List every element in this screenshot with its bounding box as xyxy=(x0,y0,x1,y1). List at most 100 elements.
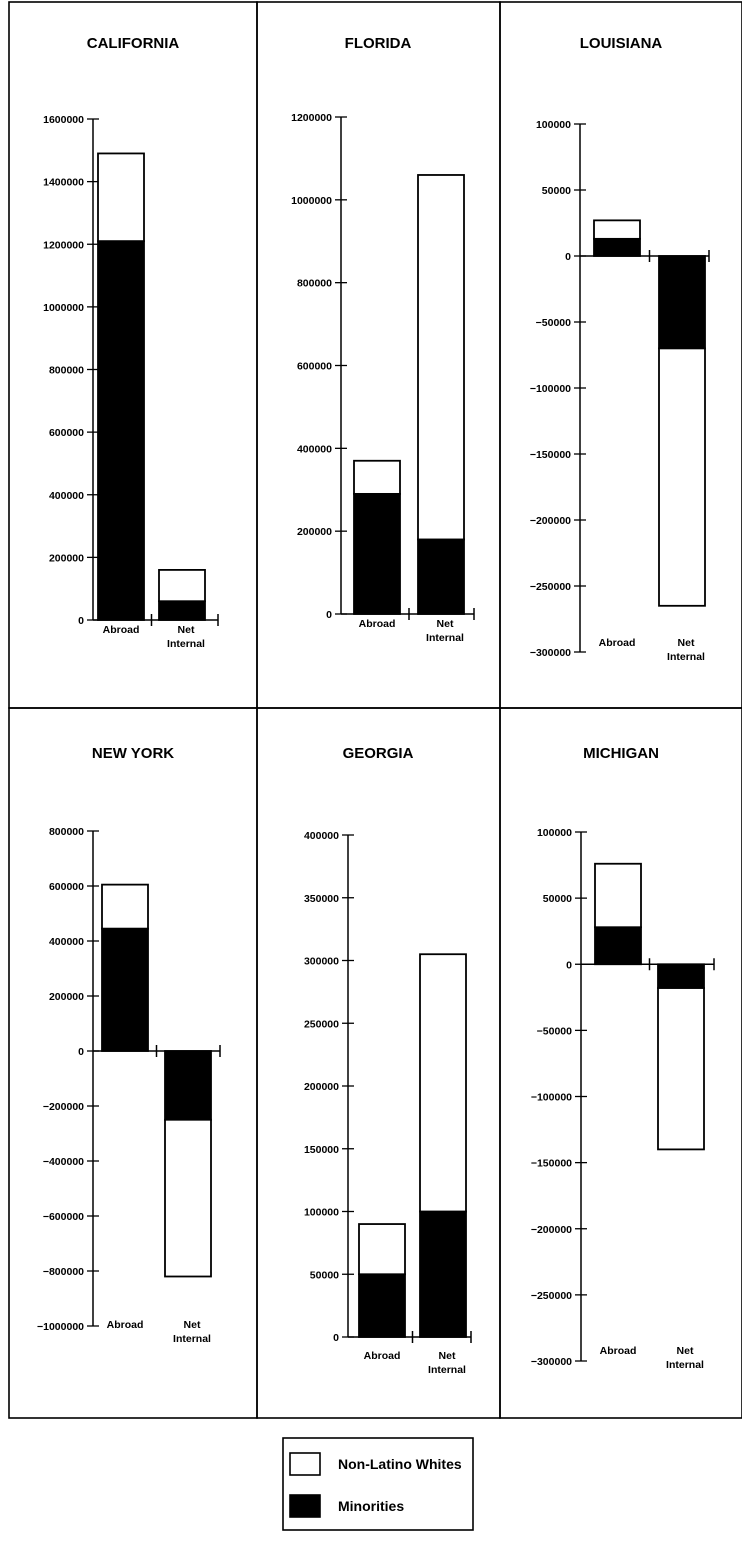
y-tick-label-louisiana: −250000 xyxy=(530,581,571,593)
y-tick-label-louisiana: −150000 xyxy=(530,449,571,461)
panel-frame-michigan xyxy=(499,707,742,1419)
y-tick-label-california: 1000000 xyxy=(43,302,84,314)
category-label-michigan-net-internal: Internal xyxy=(666,1359,704,1371)
y-tick-label-michigan: 50000 xyxy=(543,893,572,905)
bar-georgia-net-internal-minorities xyxy=(419,1210,467,1338)
y-tick-label-florida: 1000000 xyxy=(291,195,332,207)
y-tick-label-new-york: 400000 xyxy=(49,936,84,948)
chart-title-georgia: GEORGIA xyxy=(343,745,414,762)
category-label-georgia-net-internal: Internal xyxy=(428,1364,466,1376)
category-label-new-york-abroad: Abroad xyxy=(107,1319,144,1331)
y-tick-label-florida: 0 xyxy=(326,609,332,621)
category-label-new-york-net-internal: Internal xyxy=(173,1333,211,1345)
bar-louisiana-abroad-minorities xyxy=(593,237,641,257)
bar-georgia-abroad-non-latino-whites xyxy=(358,1223,406,1276)
y-tick-label-georgia: 300000 xyxy=(304,956,339,968)
y-tick-label-georgia: 150000 xyxy=(304,1144,339,1156)
y-tick-label-new-york: −400000 xyxy=(43,1156,84,1168)
category-label-louisiana-net-internal: Net xyxy=(678,637,695,649)
y-tick-label-michigan: 100000 xyxy=(537,827,572,839)
category-label-california-abroad: Abroad xyxy=(103,624,140,636)
bar-california-abroad-non-latino-whites xyxy=(97,152,145,243)
y-tick-label-louisiana: 100000 xyxy=(536,119,571,131)
bar-georgia-net-internal-non-latino-whites xyxy=(419,953,467,1213)
y-tick-label-michigan: −250000 xyxy=(531,1290,572,1302)
category-label-california-net-internal: Internal xyxy=(167,638,205,650)
panel-grid xyxy=(8,1,742,1419)
bar-florida-abroad-non-latino-whites xyxy=(353,459,401,495)
category-label-louisiana-net-internal: Internal xyxy=(667,651,705,663)
y-tick-label-florida: 1200000 xyxy=(291,112,332,124)
bar-louisiana-net-internal-non-latino-whites xyxy=(658,347,706,607)
y-tick-label-louisiana: −300000 xyxy=(530,647,571,659)
bar-michigan-net-internal-non-latino-whites xyxy=(657,987,705,1151)
bar-michigan-abroad-non-latino-whites xyxy=(594,862,642,929)
category-label-georgia-net-internal: Net xyxy=(439,1350,456,1362)
legend-label-non-latino-whites: Non-Latino Whites xyxy=(338,1456,462,1472)
y-tick-label-new-york: 0 xyxy=(78,1046,84,1058)
y-tick-label-california: 200000 xyxy=(49,552,84,564)
y-tick-label-new-york: 200000 xyxy=(49,991,84,1003)
category-label-georgia-abroad: Abroad xyxy=(364,1350,401,1362)
y-tick-label-louisiana: −100000 xyxy=(530,383,571,395)
y-tick-label-florida: 600000 xyxy=(297,361,332,373)
y-tick-label-michigan: −100000 xyxy=(531,1092,572,1104)
y-tick-label-georgia: 100000 xyxy=(304,1207,339,1219)
y-tick-label-california: 1400000 xyxy=(43,177,84,189)
y-tick-label-georgia: 250000 xyxy=(304,1018,339,1030)
category-label-florida-abroad: Abroad xyxy=(359,618,396,630)
y-tick-label-michigan: −200000 xyxy=(531,1224,572,1236)
y-tick-label-florida: 800000 xyxy=(297,278,332,290)
bar-louisiana-abroad-non-latino-whites xyxy=(593,219,641,240)
y-tick-label-louisiana: 50000 xyxy=(542,185,571,197)
y-tick-label-michigan: −150000 xyxy=(531,1158,572,1170)
y-tick-label-california: 600000 xyxy=(49,427,84,439)
y-tick-label-louisiana: 0 xyxy=(565,251,571,263)
category-label-michigan-abroad: Abroad xyxy=(600,1345,637,1357)
y-tick-label-california: 1200000 xyxy=(43,239,84,251)
bar-new-york-net-internal-non-latino-whites xyxy=(164,1118,212,1278)
chart-title-florida: FLORIDA xyxy=(345,35,412,52)
chart-title-michigan: MICHIGAN xyxy=(583,745,659,762)
category-label-florida-net-internal: Net xyxy=(437,618,454,630)
y-tick-label-new-york: −800000 xyxy=(43,1266,84,1278)
category-label-new-york-net-internal: Net xyxy=(184,1319,201,1331)
y-tick-label-new-york: 800000 xyxy=(49,826,84,838)
y-tick-label-new-york: −1000000 xyxy=(37,1321,84,1333)
y-tick-label-michigan: −300000 xyxy=(531,1356,572,1368)
chart-title-california: CALIFORNIA xyxy=(87,35,180,52)
bar-new-york-abroad-minorities xyxy=(101,927,149,1052)
bar-florida-net-internal-minorities xyxy=(417,538,465,615)
y-tick-label-georgia: 0 xyxy=(333,1332,339,1344)
legend-swatch-minorities xyxy=(289,1494,321,1518)
bar-florida-net-internal-non-latino-whites xyxy=(417,174,465,541)
chart-panels: CALIFORNIA 0 200000 400000 600000 800000 10000… xyxy=(37,35,715,1376)
chart-title-new-york: NEW YORK xyxy=(92,745,174,762)
y-tick-label-georgia: 350000 xyxy=(304,893,339,905)
panel-frame-new-york xyxy=(8,707,258,1419)
y-tick-label-georgia: 400000 xyxy=(304,830,339,842)
y-tick-label-california: 1600000 xyxy=(43,114,84,126)
category-label-california-net-internal: Net xyxy=(178,624,195,636)
y-tick-label-new-york: 600000 xyxy=(49,881,84,893)
y-tick-label-new-york: −600000 xyxy=(43,1211,84,1223)
chart-title-louisiana: LOUISIANA xyxy=(580,35,663,52)
bar-new-york-net-internal-minorities xyxy=(164,1050,212,1121)
bar-florida-abroad-minorities xyxy=(353,492,401,615)
bar-michigan-abroad-minorities xyxy=(594,926,642,966)
y-tick-label-new-york: −200000 xyxy=(43,1101,84,1113)
bar-louisiana-net-internal-minorities xyxy=(658,255,706,350)
y-tick-label-georgia: 50000 xyxy=(310,1269,339,1281)
bar-california-abroad-minorities xyxy=(97,240,145,621)
legend-swatch-non-latino-whites xyxy=(289,1452,321,1476)
category-label-florida-net-internal: Internal xyxy=(426,632,464,644)
y-tick-label-florida: 400000 xyxy=(297,443,332,455)
bar-georgia-abroad-minorities xyxy=(358,1273,406,1338)
y-tick-label-florida: 200000 xyxy=(297,526,332,538)
legend-label-minorities: Minorities xyxy=(338,1498,404,1514)
y-tick-label-california: 400000 xyxy=(49,490,84,502)
y-tick-label-georgia: 200000 xyxy=(304,1081,339,1093)
y-tick-label-louisiana: −50000 xyxy=(536,317,571,329)
y-tick-label-california: 0 xyxy=(78,615,84,627)
